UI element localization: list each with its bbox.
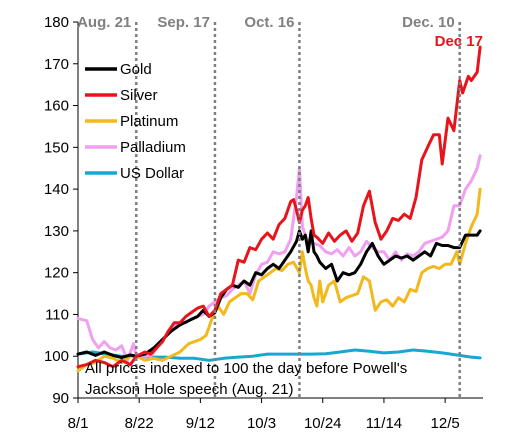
y-tick-label: 140 [44, 181, 69, 198]
legend-label-us-dollar: US Dollar [120, 165, 184, 182]
y-tick-label: 100 [44, 348, 69, 365]
x-tick-label: 12/5 [431, 415, 460, 432]
event-label: Aug. 21 [77, 14, 131, 31]
y-tick-label: 170 [44, 56, 69, 73]
event-lines: Aug. 21 Sep. 17 Oct. 16 Dec. 10 [77, 14, 461, 398]
x-tick-label: 8/1 [68, 415, 89, 432]
y-tick-label: 110 [45, 306, 69, 323]
x-tick-label: 11/14 [366, 415, 402, 432]
legend-label-gold: Gold [120, 61, 152, 78]
y-tick-label: 120 [44, 265, 69, 282]
x-axis-ticks: 8/1 8/22 9/12 10/3 10/24 11/14 12/5 [68, 398, 460, 432]
indexing-note: All prices indexed to 100 the day before… [85, 360, 407, 398]
x-tick-label: 10/3 [247, 415, 276, 432]
note-line-2: Jackson Hole speech (Aug. 21) [85, 381, 293, 398]
y-tick-label: 160 [44, 98, 69, 115]
series-line-palladium [76, 154, 482, 362]
note-line-1: All prices indexed to 100 the day before… [85, 360, 407, 377]
y-tick-label: 90 [52, 390, 69, 407]
event-label: Oct. 16 [244, 14, 294, 31]
y-tick-label: 150 [44, 139, 69, 156]
y-axis-ticks: 90 100 110 120 130 140 150 160 170 180 [44, 14, 78, 407]
event-label: Sep. 17 [157, 14, 210, 31]
x-tick-label: 10/24 [304, 415, 342, 432]
series-line-platinum [76, 187, 482, 373]
legend: Gold Silver Platinum Palladium US Dollar [85, 61, 186, 182]
y-tick-label: 130 [44, 223, 69, 240]
x-tick-label: 9/12 [186, 415, 215, 432]
y-tick-label: 180 [44, 14, 69, 31]
plot-area: 90 100 110 120 130 140 150 160 170 180 8/1 8/22 9/1… [44, 14, 483, 432]
legend-label-platinum: Platinum [120, 113, 178, 130]
series-line-gold [76, 229, 482, 359]
end-date-annotation: Dec 17 [435, 33, 483, 50]
legend-label-palladium: Palladium [120, 139, 186, 156]
legend-label-silver: Silver [120, 87, 158, 104]
x-tick-label: 8/22 [125, 415, 154, 432]
event-label: Dec. 10 [402, 14, 455, 31]
